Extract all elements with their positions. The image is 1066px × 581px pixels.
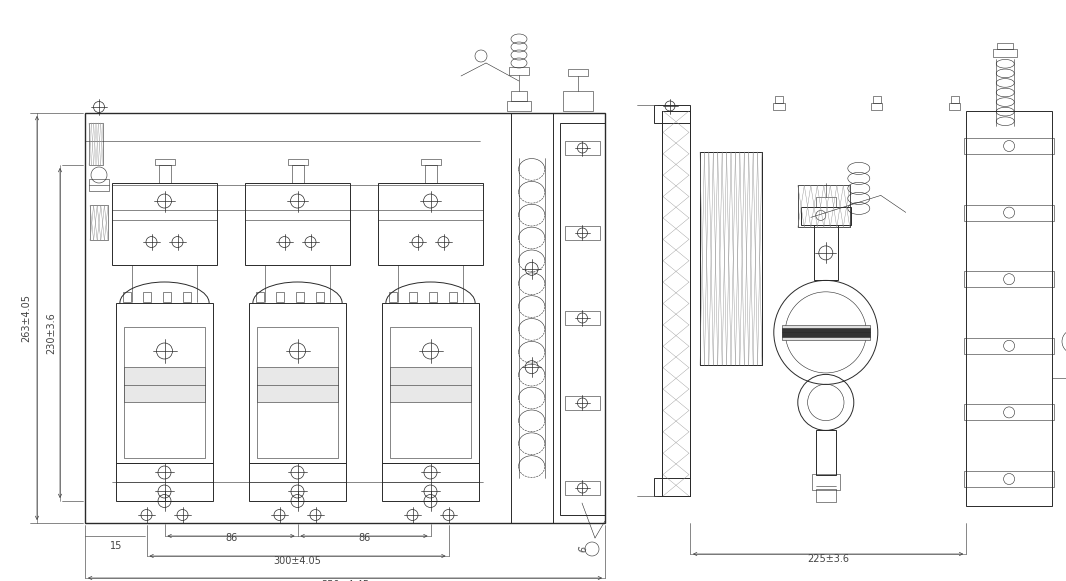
Bar (429, 292, 437, 302)
Bar (700, 152, 762, 365)
Bar (781, 325, 870, 340)
Bar (249, 463, 346, 501)
Bar (276, 292, 284, 302)
Bar (775, 96, 784, 103)
Bar (700, 152, 762, 365)
Bar (797, 185, 850, 227)
Bar (159, 165, 171, 183)
Bar (390, 367, 471, 402)
Bar (382, 303, 479, 463)
Text: 350±4.45: 350±4.45 (321, 580, 369, 581)
Bar (813, 225, 838, 281)
Bar (143, 292, 151, 302)
Bar (507, 101, 531, 111)
Bar (965, 338, 1054, 354)
Bar (409, 292, 417, 302)
Bar (773, 103, 785, 110)
Bar (511, 113, 553, 523)
Bar (966, 111, 1052, 506)
Bar (565, 226, 600, 240)
Text: 86: 86 (358, 533, 370, 543)
Bar (90, 206, 108, 241)
Bar (183, 292, 191, 302)
Bar (655, 478, 690, 496)
Bar (449, 292, 457, 302)
Bar (124, 327, 205, 458)
Bar (256, 292, 264, 302)
Text: 263±4.05: 263±4.05 (21, 294, 31, 342)
Bar (565, 141, 600, 155)
Bar (871, 103, 883, 110)
Bar (965, 404, 1054, 421)
Bar (655, 105, 690, 123)
Bar (872, 96, 881, 103)
Bar (662, 111, 690, 496)
Bar (565, 396, 600, 410)
Bar (88, 123, 103, 165)
Bar (291, 165, 304, 183)
Text: 86: 86 (225, 533, 237, 543)
Bar (508, 67, 529, 75)
Bar (389, 292, 397, 302)
Bar (249, 303, 346, 463)
Bar (965, 271, 1054, 287)
Bar (951, 96, 958, 103)
Bar (382, 463, 479, 501)
Bar (560, 123, 605, 515)
Bar (997, 43, 1013, 49)
Bar (965, 138, 1054, 154)
Bar (163, 292, 171, 302)
Bar (88, 179, 109, 191)
Bar (815, 489, 836, 503)
Bar (949, 103, 960, 110)
Text: 15: 15 (110, 541, 122, 551)
Bar (116, 463, 213, 501)
Bar (797, 185, 850, 227)
Bar (378, 183, 483, 265)
Bar (124, 367, 205, 402)
Bar (801, 207, 851, 225)
Text: 300±4.05: 300±4.05 (274, 556, 322, 566)
Bar (568, 69, 588, 76)
Bar (812, 475, 840, 490)
Bar (781, 328, 870, 336)
Bar (563, 91, 593, 111)
Bar (245, 183, 350, 265)
Text: 225±3.6: 225±3.6 (807, 554, 850, 564)
Bar (316, 292, 324, 302)
Bar (565, 311, 600, 325)
Text: 6: 6 (578, 545, 588, 553)
Bar (565, 481, 600, 495)
Bar (296, 292, 304, 302)
Bar (155, 159, 175, 165)
Bar (85, 113, 605, 523)
Bar (257, 367, 338, 402)
Bar (965, 205, 1054, 221)
Bar (815, 198, 836, 207)
Bar (123, 292, 131, 302)
Bar (965, 471, 1054, 487)
Bar (257, 327, 338, 458)
Bar (424, 165, 436, 183)
Bar (994, 49, 1017, 57)
Bar (390, 327, 471, 458)
Bar (116, 303, 213, 463)
Bar (815, 431, 836, 475)
Bar (112, 183, 217, 265)
Bar (511, 91, 527, 101)
Bar (662, 111, 690, 496)
Bar (288, 159, 307, 165)
Text: 230±3.6: 230±3.6 (46, 312, 56, 354)
Bar (420, 159, 440, 165)
